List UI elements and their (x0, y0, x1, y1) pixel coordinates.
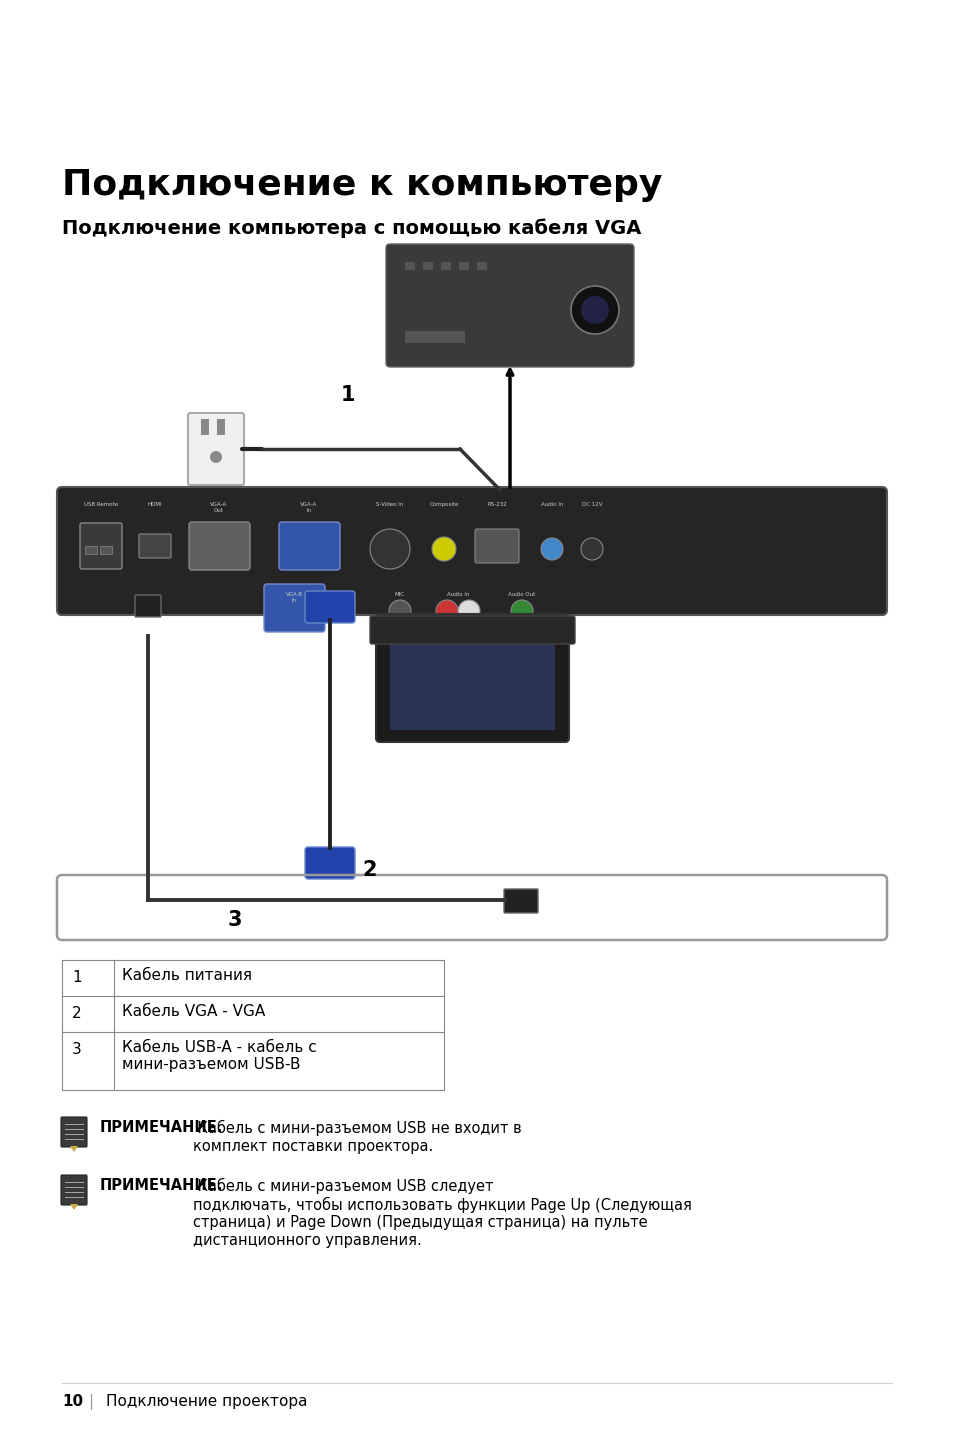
Text: DC 12V: DC 12V (581, 502, 601, 507)
Circle shape (210, 451, 222, 464)
Text: 10: 10 (62, 1394, 83, 1410)
FancyBboxPatch shape (503, 889, 537, 913)
Text: |: | (88, 1394, 93, 1410)
Bar (100, 547, 112, 554)
FancyBboxPatch shape (139, 534, 171, 558)
Text: 2: 2 (361, 860, 376, 880)
Text: Кабель USB-A - кабель с
мини-разъемом USB-B: Кабель USB-A - кабель с мини-разъемом US… (122, 1040, 316, 1072)
Circle shape (370, 529, 410, 570)
Bar (390, 630, 555, 730)
Circle shape (432, 537, 456, 561)
FancyBboxPatch shape (61, 1175, 87, 1205)
Text: Подключение к компьютеру: Подключение к компьютеру (62, 167, 661, 202)
Text: Подключение компьютера с помощью кабеля VGA: Подключение компьютера с помощью кабеля … (62, 218, 640, 238)
Bar (422, 262, 433, 270)
Text: 2: 2 (71, 1006, 82, 1020)
Text: MIC: MIC (395, 592, 405, 597)
Circle shape (436, 600, 457, 622)
Text: 3: 3 (228, 910, 242, 930)
Text: ПРИМЕЧАНИЕ.: ПРИМЕЧАНИЕ. (100, 1120, 223, 1135)
Bar (440, 262, 451, 270)
FancyBboxPatch shape (386, 245, 634, 366)
FancyBboxPatch shape (370, 615, 575, 644)
FancyBboxPatch shape (61, 1118, 87, 1148)
Bar (405, 262, 415, 270)
Text: VGA-A
Out: VGA-A Out (211, 502, 228, 512)
Circle shape (571, 286, 618, 333)
FancyBboxPatch shape (57, 487, 886, 615)
Text: VGA-A
In: VGA-A In (300, 502, 317, 512)
Bar (216, 419, 225, 435)
Text: Composite: Composite (429, 502, 458, 507)
Text: Подключение проектора: Подключение проектора (106, 1394, 307, 1410)
Bar (458, 262, 469, 270)
FancyBboxPatch shape (135, 595, 161, 617)
Polygon shape (70, 1203, 78, 1211)
Text: Audio In: Audio In (446, 592, 469, 597)
Polygon shape (70, 1146, 78, 1152)
Text: Кабель VGA - VGA: Кабель VGA - VGA (122, 1005, 265, 1019)
Bar (85, 547, 97, 554)
FancyBboxPatch shape (80, 522, 122, 570)
FancyBboxPatch shape (305, 591, 355, 622)
Text: Кабель питания: Кабель питания (122, 967, 252, 983)
Text: S-Video In: S-Video In (375, 502, 403, 507)
Circle shape (511, 600, 533, 622)
FancyBboxPatch shape (375, 614, 568, 743)
Text: USB Remote: USB Remote (84, 502, 118, 507)
Circle shape (580, 538, 602, 560)
Text: Кабель с мини-разъемом USB не входит в
комплект поставки проектора.: Кабель с мини-разъемом USB не входит в к… (193, 1120, 521, 1153)
Bar (405, 331, 464, 343)
Circle shape (540, 538, 562, 560)
Circle shape (580, 296, 608, 323)
Text: 3: 3 (71, 1042, 82, 1058)
Text: HDMI: HDMI (148, 502, 162, 507)
Circle shape (389, 600, 411, 622)
FancyBboxPatch shape (475, 529, 518, 562)
FancyBboxPatch shape (189, 522, 250, 570)
Bar (201, 419, 209, 435)
Text: 1: 1 (340, 385, 355, 405)
Text: VGA-B
In: VGA-B In (285, 592, 302, 602)
Text: Audio Out: Audio Out (508, 592, 535, 597)
Text: RS-232: RS-232 (487, 502, 506, 507)
FancyBboxPatch shape (278, 522, 339, 570)
Text: 1: 1 (71, 970, 82, 985)
FancyBboxPatch shape (264, 584, 325, 633)
Bar (476, 262, 486, 270)
Text: Кабель с мини-разъемом USB следует
подключать, чтобы использовать функции Page U: Кабель с мини-разъемом USB следует подкл… (193, 1178, 691, 1248)
Circle shape (457, 600, 479, 622)
FancyBboxPatch shape (305, 847, 355, 879)
FancyBboxPatch shape (188, 414, 244, 485)
Text: Audio In: Audio In (540, 502, 562, 507)
Text: ПРИМЕЧАНИЕ.: ПРИМЕЧАНИЕ. (100, 1178, 223, 1193)
